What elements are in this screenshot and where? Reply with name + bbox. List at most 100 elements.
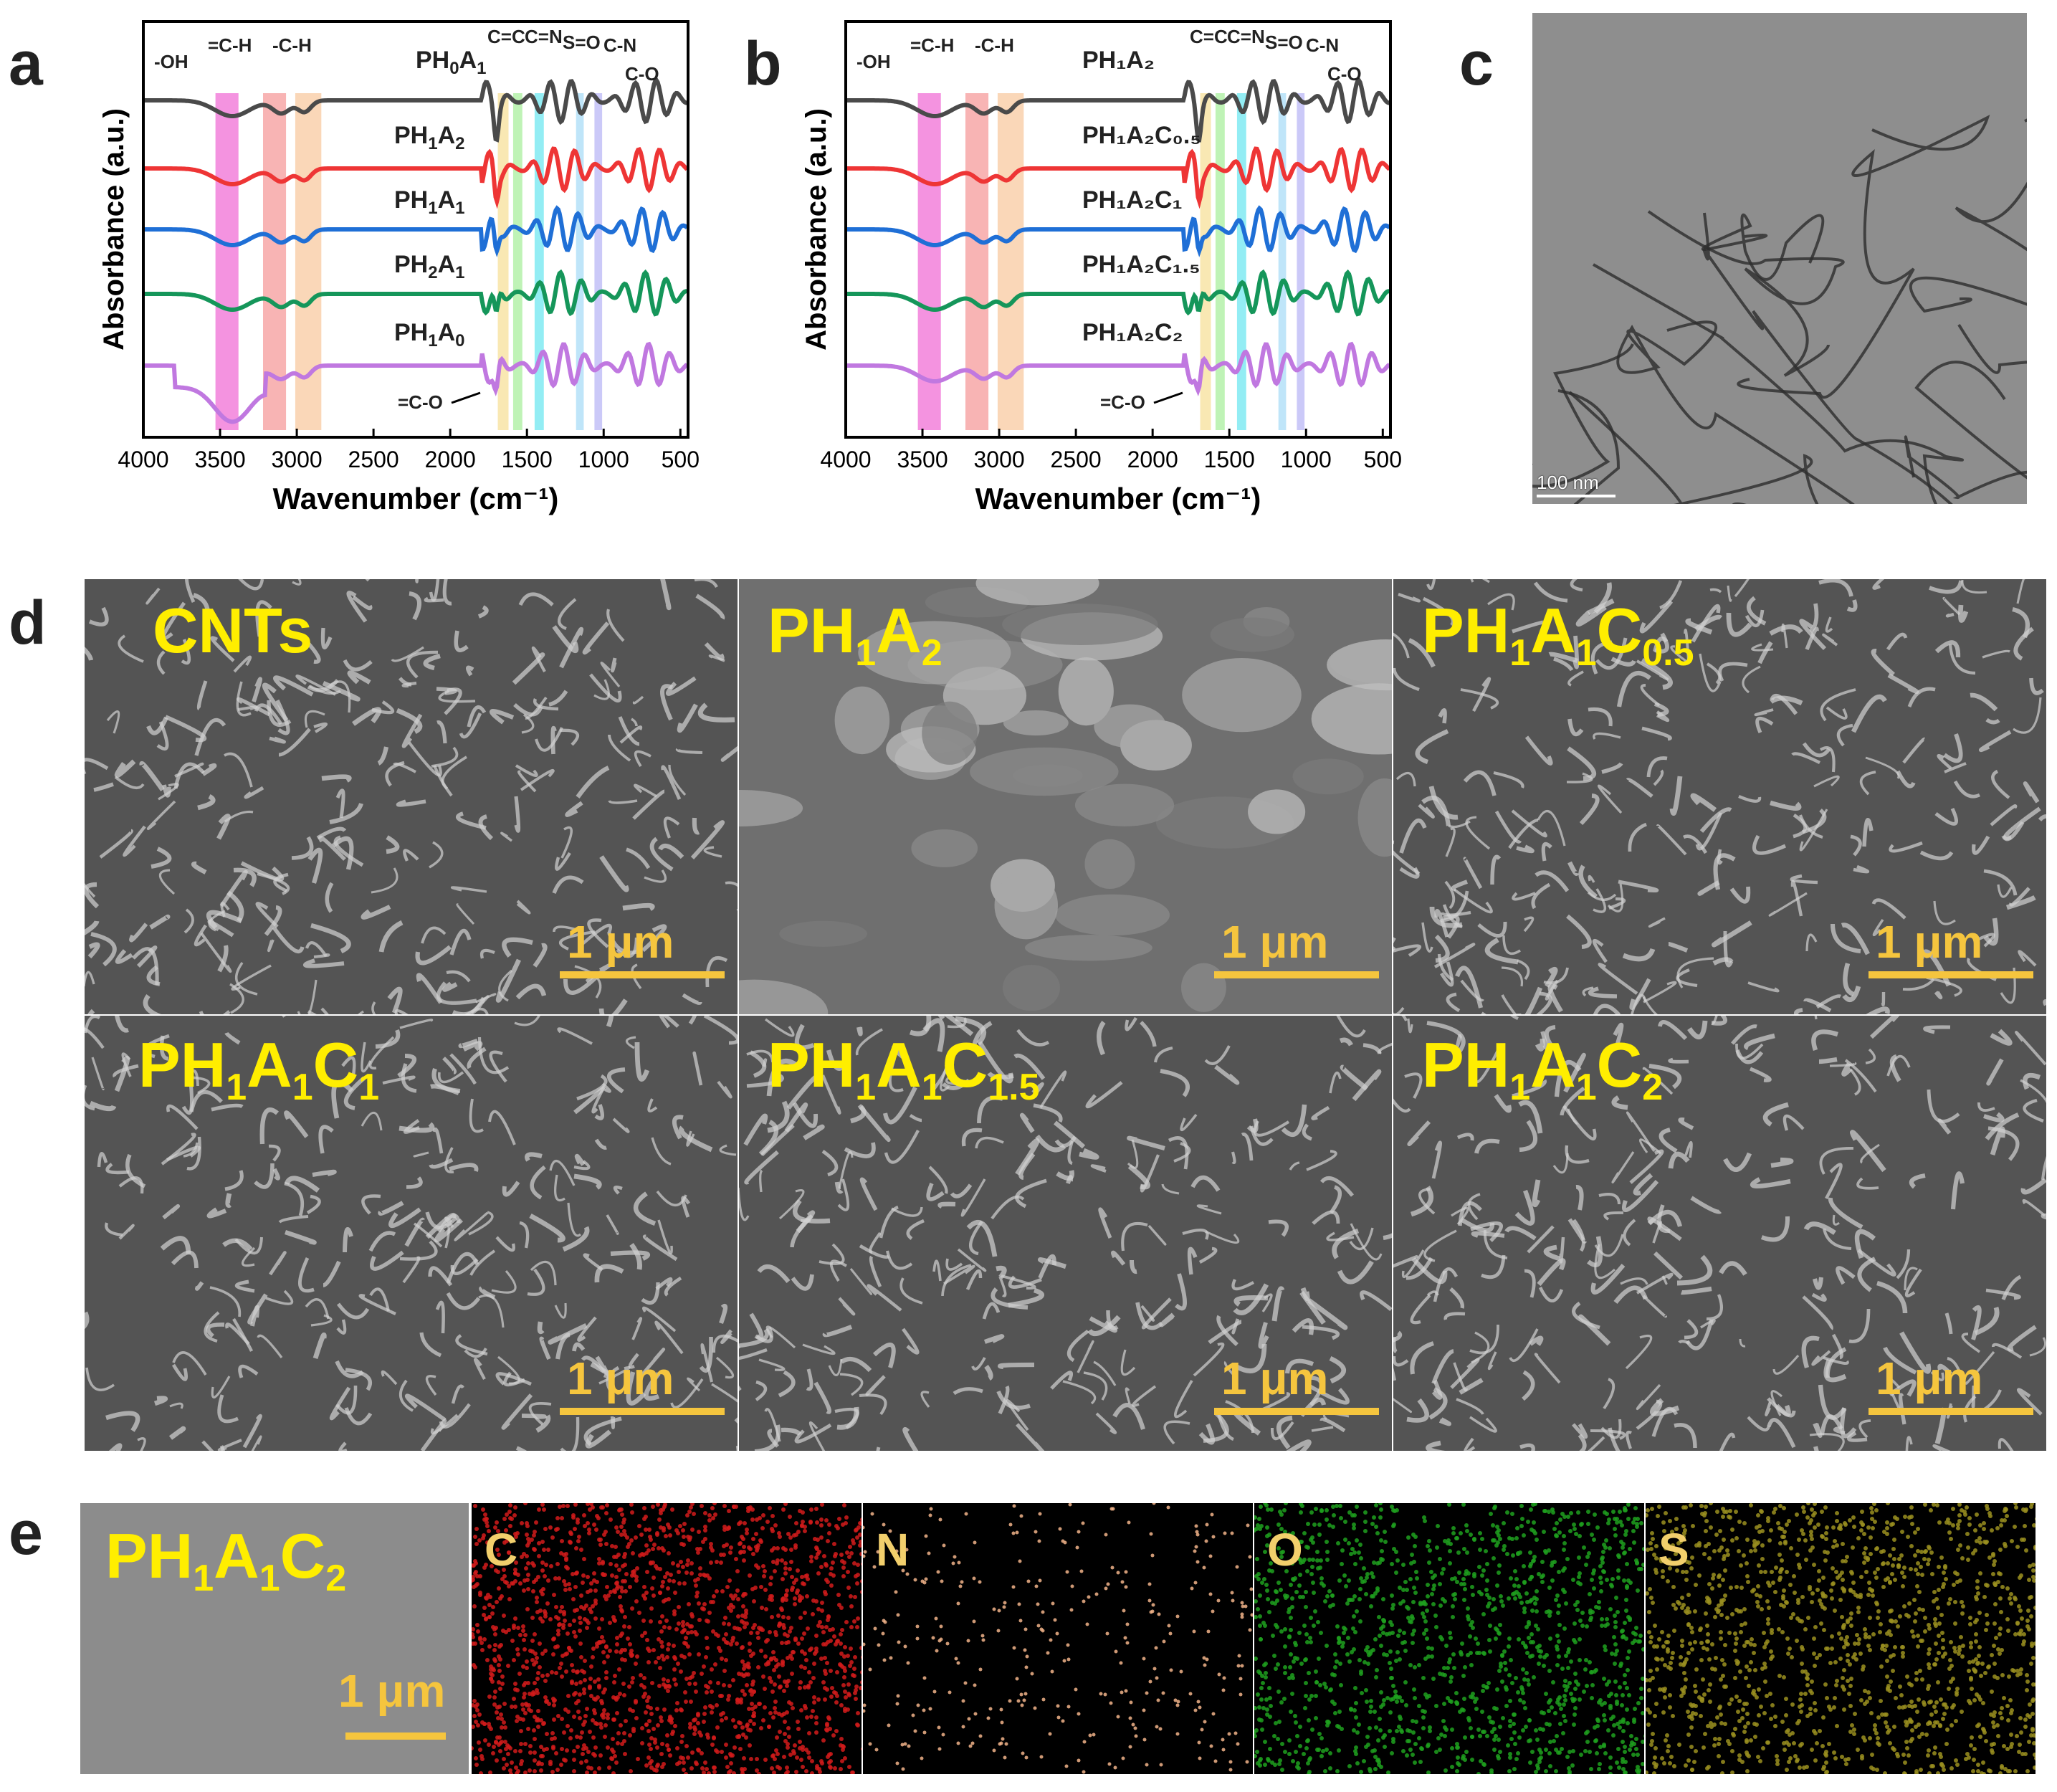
sem-fiber xyxy=(625,1036,636,1049)
sem-fiber xyxy=(1398,593,1421,603)
sem-fiber xyxy=(1668,1151,1690,1169)
eds-dot xyxy=(533,1737,537,1741)
eds-dot xyxy=(1339,1683,1343,1687)
eds-dot xyxy=(1548,1698,1552,1702)
eds-dot xyxy=(782,1755,786,1759)
eds-dot xyxy=(550,1731,555,1735)
eds-dot xyxy=(763,1588,768,1592)
sem-fiber xyxy=(1745,609,1765,627)
sem-fiber xyxy=(1453,888,1493,914)
eds-dot xyxy=(988,1707,993,1711)
eds-dot xyxy=(1335,1769,1340,1773)
eds-dot xyxy=(1567,1750,1572,1754)
sem-fiber xyxy=(1844,1059,1877,1093)
sem-fiber xyxy=(401,681,417,688)
eds-dot xyxy=(1306,1545,1310,1550)
eds-dot xyxy=(775,1546,780,1550)
sem-fiber xyxy=(591,1086,606,1114)
eds-dot xyxy=(808,1680,813,1684)
eds-dot xyxy=(1485,1734,1489,1738)
y-axis-label: Absorbance (a.u.) xyxy=(801,108,832,351)
eds-dot xyxy=(785,1765,789,1770)
eds-dot xyxy=(1018,1619,1023,1623)
eds-dot xyxy=(1041,1610,1045,1614)
eds-dot xyxy=(1379,1538,1383,1543)
eds-dot xyxy=(832,1634,836,1639)
eds-dot xyxy=(1023,1692,1028,1696)
sem-fiber xyxy=(1858,1419,1871,1439)
eds-dot xyxy=(1195,1560,1200,1564)
eds-dot xyxy=(1370,1522,1375,1526)
eds-dot xyxy=(1038,1512,1042,1516)
eds-dot xyxy=(1557,1570,1561,1574)
sem-fiber xyxy=(1393,1254,1418,1268)
eds-dot xyxy=(1606,1728,1610,1733)
eds-dot xyxy=(1566,1650,1570,1654)
sem-fiber xyxy=(1067,1140,1074,1166)
eds-dot xyxy=(1529,1598,1534,1602)
sem-fiber xyxy=(444,1223,451,1249)
sem-fiber xyxy=(1668,941,1689,953)
sem-fiber xyxy=(361,1194,381,1215)
eds-dot xyxy=(1436,1736,1441,1740)
sem-fiber xyxy=(1825,1163,1843,1200)
eds-dot xyxy=(569,1532,573,1536)
eds-sample-label: PH1A1C2 xyxy=(105,1520,347,1599)
eds-dot xyxy=(1557,1639,1561,1644)
sem-fiber xyxy=(867,1284,902,1312)
sem-fiber xyxy=(1471,1231,1505,1238)
eds-dot xyxy=(489,1667,493,1672)
eds-dot xyxy=(727,1606,731,1610)
eds-dot xyxy=(1364,1688,1368,1692)
eds-dot xyxy=(1113,1765,1117,1770)
sem-fiber xyxy=(1434,908,1449,938)
sem-fiber xyxy=(139,761,165,791)
eds-dot xyxy=(1333,1711,1337,1715)
eds-dot xyxy=(1579,1753,1583,1757)
eds-dot xyxy=(1066,1705,1071,1709)
eds-dot xyxy=(734,1557,738,1561)
eds-dot xyxy=(728,1550,732,1555)
sem-fiber xyxy=(658,843,684,859)
eds-dot xyxy=(1500,1679,1504,1684)
sem-fiber xyxy=(1820,1414,1843,1436)
series-label-1: PH1A2 xyxy=(394,122,465,153)
eds-dot xyxy=(1274,1721,1278,1725)
eds-dot xyxy=(725,1765,730,1769)
sem-fiber xyxy=(1653,769,1664,786)
eds-dot xyxy=(1283,1671,1287,1675)
eds-dot xyxy=(782,1626,786,1630)
eds-dot xyxy=(1504,1687,1509,1692)
sem-fiber xyxy=(1523,916,1535,933)
eds-dot xyxy=(692,1512,696,1516)
eds-dot xyxy=(652,1576,656,1580)
eds-dot xyxy=(837,1603,841,1607)
eds-dot xyxy=(1595,1525,1600,1530)
eds-dot xyxy=(1291,1577,1295,1581)
eds-dot xyxy=(780,1558,784,1563)
sem-fiber xyxy=(449,928,472,955)
sem-fiber xyxy=(1509,1016,1519,1021)
eds-dot xyxy=(895,1702,899,1706)
eds-dot xyxy=(1317,1657,1321,1661)
sem-fiber xyxy=(1793,1008,1803,1014)
sem-fiber xyxy=(666,676,697,696)
sem-fiber xyxy=(643,1234,678,1262)
eds-dot xyxy=(559,1551,563,1555)
eds-dot xyxy=(748,1641,752,1646)
eds-dot xyxy=(1377,1615,1381,1619)
eds-dot xyxy=(1264,1583,1269,1587)
eds-dot xyxy=(1066,1657,1071,1662)
sem-fiber xyxy=(137,1437,146,1451)
sem-fiber xyxy=(456,903,475,925)
sem-fiber xyxy=(692,817,700,835)
eds-dot xyxy=(817,1550,821,1554)
eds-dot xyxy=(513,1571,517,1576)
sem-fiber xyxy=(368,1231,396,1252)
sem-fiber xyxy=(891,1044,907,1060)
eds-dot xyxy=(824,1518,829,1522)
eds-dot xyxy=(1315,1558,1319,1563)
eds-dot xyxy=(1413,1535,1418,1539)
sem-fiber xyxy=(235,1279,255,1293)
eds-dot xyxy=(672,1579,676,1583)
